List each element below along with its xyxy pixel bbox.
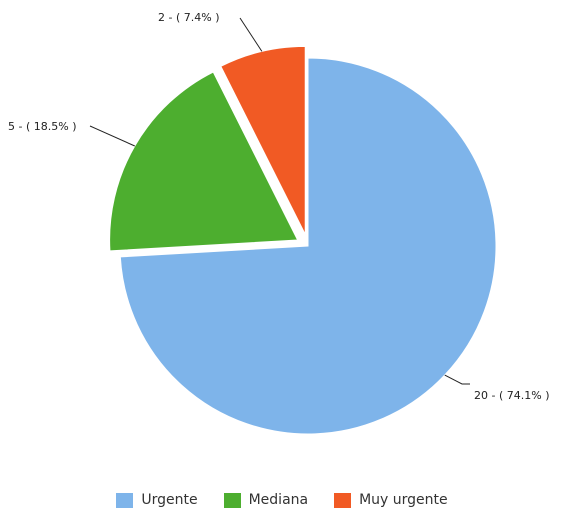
legend-swatch-mediana <box>223 492 241 508</box>
legend-label-muy-urgente: Muy urgente <box>359 492 448 508</box>
leader-line-urgente <box>444 374 470 385</box>
legend-label-mediana: Mediana <box>248 492 309 508</box>
leader-line-mediana <box>89 125 135 147</box>
data-label-mediana: 5 - ( 18.5% ) <box>8 120 76 133</box>
data-label-urgente: 20 - ( 74.1% ) <box>474 389 549 402</box>
legend-swatch-muy-urgente <box>334 492 352 508</box>
leader-line-muy-urgente <box>239 17 263 52</box>
pie-slice-mediana[interactable] <box>109 71 299 252</box>
chart-legend: Urgente Mediana Muy urgente <box>0 492 564 508</box>
legend-swatch-urgente <box>116 492 134 508</box>
legend-item-muy-urgente[interactable]: Muy urgente <box>334 492 448 508</box>
data-label-muy-urgente: 2 - ( 7.4% ) <box>158 11 219 24</box>
legend-item-urgente[interactable]: Urgente <box>116 492 198 508</box>
pie-slice-urgente[interactable] <box>119 57 497 435</box>
legend-item-mediana[interactable]: Mediana <box>223 492 309 508</box>
legend-label-urgente: Urgente <box>141 492 198 508</box>
